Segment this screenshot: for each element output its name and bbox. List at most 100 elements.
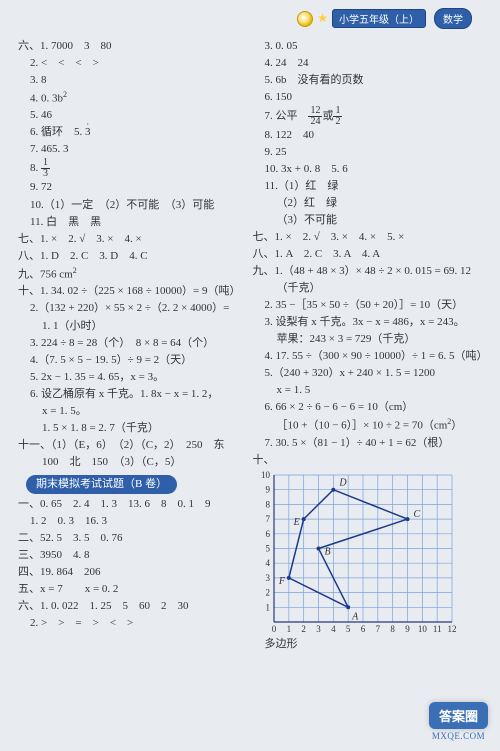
text-line: 六、1. 7000 3 80 bbox=[18, 38, 240, 55]
right-column: 3. 0. 054. 24 245. 6b 没有看的页数6. 1507. 公平 … bbox=[252, 38, 484, 654]
text-line: 8. 122 40 bbox=[252, 127, 484, 144]
polygon-chart: 012345678910111212345678910ABCDEF bbox=[256, 471, 484, 636]
text-line: 2.（132 + 220）× 55 × 2 ÷（2. 2 × 4000）= bbox=[18, 300, 240, 317]
text-line: 3. 0. 05 bbox=[252, 38, 484, 55]
text-line: 6. 150 bbox=[252, 89, 484, 106]
text-line: 5.（240 + 320）x + 240 × 1. 5 = 1200 bbox=[252, 365, 484, 382]
text-line: 三、3950 4. 8 bbox=[18, 547, 240, 564]
text-line: 2. 35 −［35 × 50 ÷（50 + 20）］= 10（天） bbox=[252, 297, 484, 314]
text-line: 四、19. 864 206 bbox=[18, 564, 240, 581]
text-line: x = 1. 5 bbox=[252, 382, 484, 399]
svg-text:12: 12 bbox=[448, 624, 457, 634]
text-line: ［10 +（10 − 6）］× 10 ÷ 2 = 70（cm2） bbox=[252, 416, 484, 435]
text-line: 5. 2x − 1. 35 = 4. 65，x = 3。 bbox=[18, 369, 240, 386]
svg-text:D: D bbox=[339, 478, 348, 489]
svg-text:4: 4 bbox=[266, 558, 271, 568]
text-line: 7. 公平 1224或12 bbox=[252, 106, 484, 127]
text-line: 十一、（1）（E，6） （2）（C，2） 250 东 bbox=[18, 437, 240, 454]
text-line: 二、52. 5 3. 5 0. 76 bbox=[18, 530, 240, 547]
text-line: 五、x = 7 x = 0. 2 bbox=[18, 581, 240, 598]
text-line: 10.（1）一定 （2）不可能 （3）可能 bbox=[18, 197, 240, 214]
svg-text:9: 9 bbox=[406, 624, 411, 634]
svg-text:2: 2 bbox=[302, 624, 307, 634]
text-line: 11.（1）红 绿 bbox=[252, 178, 484, 195]
svg-text:8: 8 bbox=[391, 624, 396, 634]
subject-pill: 数学 bbox=[434, 8, 472, 29]
text-line: 4. 24 24 bbox=[252, 55, 484, 72]
svg-text:6: 6 bbox=[266, 529, 271, 539]
text-line: 3. 224 ÷ 8 = 28（个） 8 × 8 = 64（个） bbox=[18, 335, 240, 352]
text-line: （千克） bbox=[252, 280, 484, 297]
lightbulb-icon bbox=[297, 11, 313, 27]
text-line: 8. 13 bbox=[18, 158, 240, 179]
text-line: 七、1. × 2. √ 3. × 4. × 5. × bbox=[252, 229, 484, 246]
text-line: 七、1. × 2. √ 3. × 4. × bbox=[18, 231, 240, 248]
text-line: 4. 17. 55 ÷（300 × 90 ÷ 10000）÷ 1 = 6. 5（… bbox=[252, 348, 484, 365]
text-line: 八、1. A 2. C 3. A 4. A bbox=[252, 246, 484, 263]
svg-text:5: 5 bbox=[266, 544, 271, 554]
text-line: 4. 0. 3b2 bbox=[18, 89, 240, 108]
text-line: （3）不可能 bbox=[252, 212, 484, 229]
section-banner-b: 期末模拟考试试题（B 卷） bbox=[26, 475, 177, 494]
content-columns: 六、1. 7000 3 802. < < < >3. 84. 0. 3b25. … bbox=[18, 38, 482, 654]
watermark-url: MXQE.COM bbox=[429, 731, 488, 741]
svg-text:A: A bbox=[352, 612, 360, 623]
header-badge-group: ★ 小学五年级（上） 数学 bbox=[297, 8, 472, 29]
text-line: 苹果：243 × 3 = 729（千克） bbox=[252, 331, 484, 348]
left-block-a: 六、1. 7000 3 802. < < < >3. 84. 0. 3b25. … bbox=[18, 38, 240, 471]
left-block-b: 一、0. 65 2. 4 1. 3 13. 6 8 0. 1 91. 2 0. … bbox=[18, 496, 240, 632]
grade-pill: 小学五年级（上） bbox=[332, 9, 426, 28]
svg-text:10: 10 bbox=[261, 471, 271, 480]
svg-text:5: 5 bbox=[346, 624, 351, 634]
svg-text:F: F bbox=[278, 576, 286, 587]
svg-text:10: 10 bbox=[418, 624, 428, 634]
svg-text:7: 7 bbox=[376, 624, 381, 634]
text-line: 1. 5 × 1. 8 = 2. 7（千克） bbox=[18, 420, 240, 437]
svg-text:3: 3 bbox=[266, 573, 271, 583]
svg-text:11: 11 bbox=[433, 624, 442, 634]
text-line: 3. 设梨有 x 千克。3x − x = 486，x = 243。 bbox=[252, 314, 484, 331]
svg-text:E: E bbox=[293, 517, 300, 528]
svg-text:3: 3 bbox=[317, 624, 322, 634]
svg-text:C: C bbox=[414, 509, 421, 520]
left-column: 六、1. 7000 3 802. < < < >3. 84. 0. 3b25. … bbox=[18, 38, 240, 654]
chart-caption: 多边形 bbox=[252, 636, 484, 653]
svg-text:9: 9 bbox=[266, 485, 271, 495]
text-line: 11. 白 黑 黑 bbox=[18, 214, 240, 231]
page-header: ★ 小学五年级（上） 数学 bbox=[18, 8, 482, 30]
text-line: 2. > > = > < > bbox=[18, 615, 240, 632]
text-line: 7. 30. 5 ×（81 − 1）÷ 40 + 1 = 62（根） bbox=[252, 435, 484, 452]
text-line: 2. < < < > bbox=[18, 55, 240, 72]
svg-text:8: 8 bbox=[266, 500, 271, 510]
text-line: 5. 46 bbox=[18, 107, 240, 124]
svg-text:1: 1 bbox=[266, 603, 271, 613]
text-line: 100 北 150 （3）（C，5） bbox=[18, 454, 240, 471]
text-line: 1. 2 0. 3 16. 3 bbox=[18, 513, 240, 530]
text-line: 八、1. D 2. C 3. D 4. C bbox=[18, 248, 240, 265]
text-line: 3. 8 bbox=[18, 72, 240, 89]
text-line: 4.（7. 5 × 5 − 19. 5）÷ 9 = 2（天） bbox=[18, 352, 240, 369]
text-line: x = 1. 5。 bbox=[18, 403, 240, 420]
svg-text:B: B bbox=[325, 547, 331, 558]
watermark-badge: 答案圈 bbox=[429, 702, 488, 729]
text-line: 十、1. 34. 02 ÷（225 × 168 ÷ 10000）= 9（吨） bbox=[18, 283, 240, 300]
text-line: 一、0. 65 2. 4 1. 3 13. 6 8 0. 1 9 bbox=[18, 496, 240, 513]
text-line: 10. 3x + 0. 8 5. 6 bbox=[252, 161, 484, 178]
text-line: 九、756 cm2 bbox=[18, 265, 240, 284]
watermark: 答案圈 MXQE.COM bbox=[429, 702, 488, 741]
svg-text:1: 1 bbox=[287, 624, 292, 634]
text-line: 9. 72 bbox=[18, 179, 240, 196]
svg-text:0: 0 bbox=[272, 624, 277, 634]
svg-text:4: 4 bbox=[332, 624, 337, 634]
text-line: 5. 6b 没有看的页数 bbox=[252, 72, 484, 89]
svg-text:2: 2 bbox=[266, 588, 271, 598]
text-line: （2）红 绿 bbox=[252, 195, 484, 212]
star-icon: ★ bbox=[317, 11, 328, 26]
text-line: 6. 设乙桶原有 x 千克。1. 8x − x = 1. 2， bbox=[18, 386, 240, 403]
text-line: 6. 66 × 2 ÷ 6 − 6 − 6 = 10（cm） bbox=[252, 399, 484, 416]
page-root: ★ 小学五年级（上） 数学 六、1. 7000 3 802. < < < >3.… bbox=[0, 0, 500, 751]
text-line: 六、1. 0. 022 1. 25 5 60 2 30 bbox=[18, 598, 240, 615]
right-block-a: 3. 0. 054. 24 245. 6b 没有看的页数6. 1507. 公平 … bbox=[252, 38, 484, 470]
svg-text:6: 6 bbox=[361, 624, 366, 634]
text-line: 十、 bbox=[252, 452, 484, 469]
